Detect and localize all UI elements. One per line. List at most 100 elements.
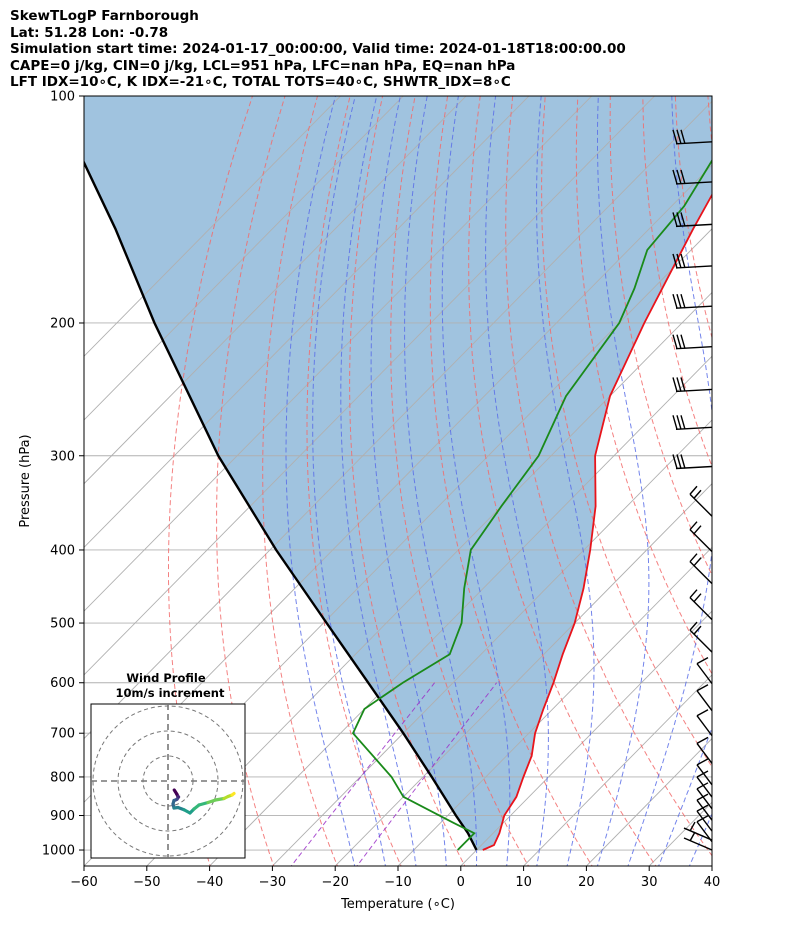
wind-barb (689, 521, 712, 553)
x-axis-ticks: −60 −50 −40 −30 −20 −10 0 10 20 30 40 (70, 866, 720, 890)
y-tick-label: 200 (50, 316, 75, 331)
dry-adiabat (505, 96, 712, 857)
x-tick-label: 20 (578, 875, 595, 890)
moist-adiabat (596, 96, 650, 866)
y-tick-label: 100 (50, 90, 75, 105)
stability-indices-line2: LFT IDX=10∘C, K IDX=-21∘C, TOTAL TOTS=40… (10, 74, 511, 90)
dry-adiabat (541, 96, 712, 768)
dry-adiabat (262, 96, 339, 866)
isotherm--20 (334, 483, 712, 866)
station-coordinates: Lat: 51.28 Lon: -0.78 (10, 24, 169, 41)
isotherm--80 (84, 100, 712, 740)
dry-adiabat (707, 96, 712, 148)
dry-adiabat (740, 96, 794, 869)
mixing-ratio-line (290, 682, 435, 866)
x-tick-label: −10 (384, 875, 411, 890)
wind-barbs (672, 129, 712, 851)
mixing-ratio-line (356, 682, 498, 866)
dry-adiabat (468, 96, 657, 866)
isotherm--120 (84, 96, 467, 485)
y-axis-label: Pressure (hPa) (18, 434, 33, 527)
isotherm-0 (460, 610, 712, 866)
y-tick-label: 800 (50, 770, 75, 785)
x-tick-label: −50 (133, 875, 160, 890)
wind-barb (672, 454, 712, 470)
x-tick-label: −20 (321, 875, 348, 890)
station-title: SkewTLogP Farnborough (10, 8, 199, 24)
dry-adiabat (773, 96, 794, 869)
y-tick-label: 700 (50, 727, 75, 742)
profile-series (84, 158, 712, 851)
hodograph-inset: Wind Profile 10m/s increment (90, 671, 246, 859)
isotherm--30 (271, 419, 712, 866)
y-tick-label: 500 (50, 617, 75, 632)
wind-barb (672, 129, 712, 145)
y-tick-label: 300 (50, 449, 75, 464)
hodograph-segment (230, 791, 236, 797)
isotherm--100 (84, 96, 593, 612)
dry-adiabat (216, 96, 286, 866)
x-axis-label: Temperature (∘C) (340, 897, 455, 912)
moist-adiabat (340, 96, 417, 866)
dry-adiabat (168, 96, 253, 866)
dry-adiabat (429, 96, 593, 866)
wind-barb (672, 169, 712, 185)
hodograph-plot (91, 704, 245, 858)
moist-adiabat (719, 96, 794, 869)
y-axis-ticks: 1000 900 800 700 600 500 400 300 200 100 (42, 90, 84, 859)
moist-adiabat (285, 96, 356, 866)
isotherm--40 (208, 355, 712, 866)
stability-indices-line1: CAPE=0 j/kg, CIN=0 j/kg, LCL=951 hPa, LF… (10, 57, 516, 74)
moist-adiabat (485, 96, 549, 866)
x-tick-label: −40 (196, 875, 223, 890)
temperature-line (482, 193, 712, 851)
isotherm--110 (84, 96, 530, 549)
dewpoint-line (351, 158, 712, 851)
y-tick-label: 1000 (42, 844, 75, 859)
y-tick-label: 400 (50, 543, 75, 558)
moist-adiabat (370, 96, 447, 866)
x-tick-label: 0 (457, 875, 465, 890)
moist-adiabat (658, 726, 712, 866)
x-tick-label: −60 (70, 875, 97, 890)
wind-barb (696, 709, 712, 737)
wind-barb (672, 253, 712, 269)
wind-barb (689, 485, 712, 517)
dry-adiabat (575, 96, 712, 675)
isotherm--140 (84, 96, 342, 357)
y-tick-label: 600 (50, 676, 75, 691)
hodograph-subtitle: 10m/s increment (116, 686, 225, 700)
wind-barb (672, 293, 712, 309)
moist-adiabat (536, 96, 595, 866)
wind-barb (672, 415, 712, 430)
wind-barb (689, 621, 712, 653)
wind-barb (689, 553, 712, 585)
moist-adiabat (750, 96, 794, 869)
chart-header: SkewTLogP Farnborough Lat: 51.28 Lon: -0… (10, 8, 626, 91)
simulation-times: Simulation start time: 2024-01-17_00:00:… (10, 41, 626, 57)
moist-adiabat (404, 96, 478, 866)
wind-barb (672, 334, 712, 350)
wind-barb (689, 589, 712, 621)
wind-barb (696, 657, 712, 685)
isotherm--50 (146, 291, 712, 866)
dry-adiabat (390, 96, 530, 866)
isotherm-50 (760, 61, 794, 881)
hodograph-title: Wind Profile (126, 671, 206, 685)
dry-adiabats (168, 96, 794, 869)
wind-barb (696, 684, 712, 712)
x-tick-label: 10 (515, 875, 532, 890)
dry-adiabat (642, 96, 712, 468)
parcel-profile-line (84, 159, 478, 851)
wind-barb (672, 212, 712, 228)
isotherm--90 (84, 96, 656, 676)
moist-adiabat (441, 96, 511, 866)
moist-adiabat (688, 812, 712, 866)
wind-barb (683, 821, 712, 841)
isotherm--130 (84, 96, 404, 421)
y-tick-label: 900 (50, 809, 75, 824)
wind-barb (683, 831, 712, 851)
hodograph-ring (117, 730, 219, 832)
dry-adiabat (306, 96, 402, 866)
